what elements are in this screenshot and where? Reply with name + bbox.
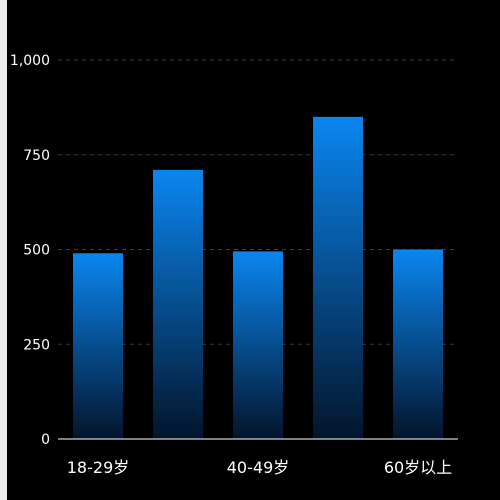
y-tick-label: 750 xyxy=(23,148,50,164)
bar-40-49岁[interactable] xyxy=(233,251,283,439)
left-edge-strip xyxy=(0,0,7,500)
bar-18-29岁[interactable] xyxy=(73,253,123,439)
bar-60岁以上[interactable] xyxy=(393,249,443,440)
bar-30-39岁[interactable] xyxy=(153,169,203,439)
y-tick-label: 250 xyxy=(23,337,50,353)
bar-50-59岁[interactable] xyxy=(313,116,363,439)
y-tick-label: 1,000 xyxy=(10,53,50,69)
x-category-label: 18-29岁 xyxy=(67,458,130,477)
y-tick-label: 0 xyxy=(41,432,50,448)
axis-labels: 0 250 500 750 1,000 18-29岁 40-49岁 60岁以上 xyxy=(10,53,452,477)
x-category-label: 60岁以上 xyxy=(384,458,452,477)
bars xyxy=(73,116,443,440)
y-tick-label: 500 xyxy=(23,243,50,259)
x-category-label: 40-49岁 xyxy=(227,458,290,477)
